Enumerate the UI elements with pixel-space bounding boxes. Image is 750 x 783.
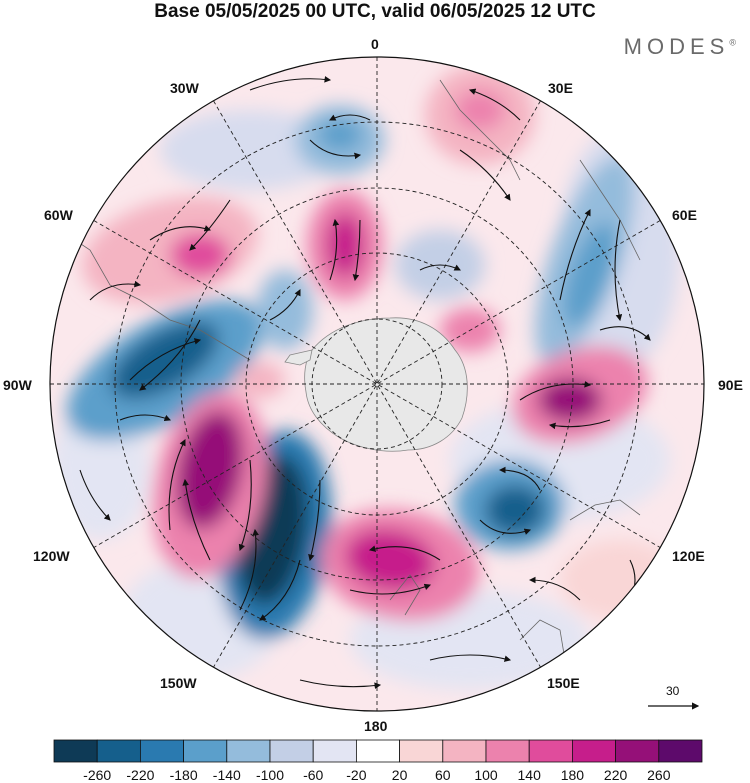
lon-label-150w: 150W	[160, 675, 197, 691]
map-boundary	[49, 56, 705, 712]
colorbar-tick-label: -100	[255, 767, 285, 783]
colorbar-tick-label: 220	[603, 767, 628, 783]
colorbar-tick-label: 60	[435, 767, 451, 783]
colorbar-tick-label: -140	[212, 767, 241, 783]
colorbar-tick-label: 140	[517, 767, 541, 783]
wind-vectors	[79, 76, 651, 689]
lon-label-60e: 60E	[672, 207, 697, 223]
colorbar-tick-label: -60	[303, 767, 324, 783]
modes-logo: MODES®	[623, 34, 736, 59]
anomaly-field	[50, 57, 704, 711]
lon-label-60w: 60W	[44, 207, 73, 223]
lon-label-30w: 30W	[170, 80, 199, 96]
lon-label-120e: 120E	[672, 548, 705, 564]
colorbar-tick-label: 260	[647, 767, 671, 783]
lon-label-90w: 90W	[3, 377, 32, 393]
colorbar-tick-label: -20	[346, 767, 367, 783]
colorbar-tick-label: 180	[560, 767, 585, 783]
map-title: Base 05/05/2025 00 UTC, valid 06/05/2025…	[154, 1, 596, 22]
lon-label-0: 0	[371, 36, 379, 52]
colorbar-tick-label: 100	[474, 767, 498, 783]
reference-vector-label: 30	[666, 684, 680, 698]
lon-label-90e: 90E	[718, 377, 743, 393]
lon-label-30e: 30E	[548, 80, 573, 96]
colorbar-tick-label: -220	[126, 767, 155, 783]
colorbar-tick-label: 20	[391, 767, 408, 783]
colorbar-tick-label: -180	[169, 767, 198, 783]
colorbar-tick-label: -260	[83, 767, 112, 783]
lon-label-180: 180	[364, 718, 388, 734]
lon-label-120w: 120W	[33, 548, 70, 564]
antarctica-landmass	[304, 317, 468, 452]
lon-label-150e: 150E	[547, 675, 580, 691]
